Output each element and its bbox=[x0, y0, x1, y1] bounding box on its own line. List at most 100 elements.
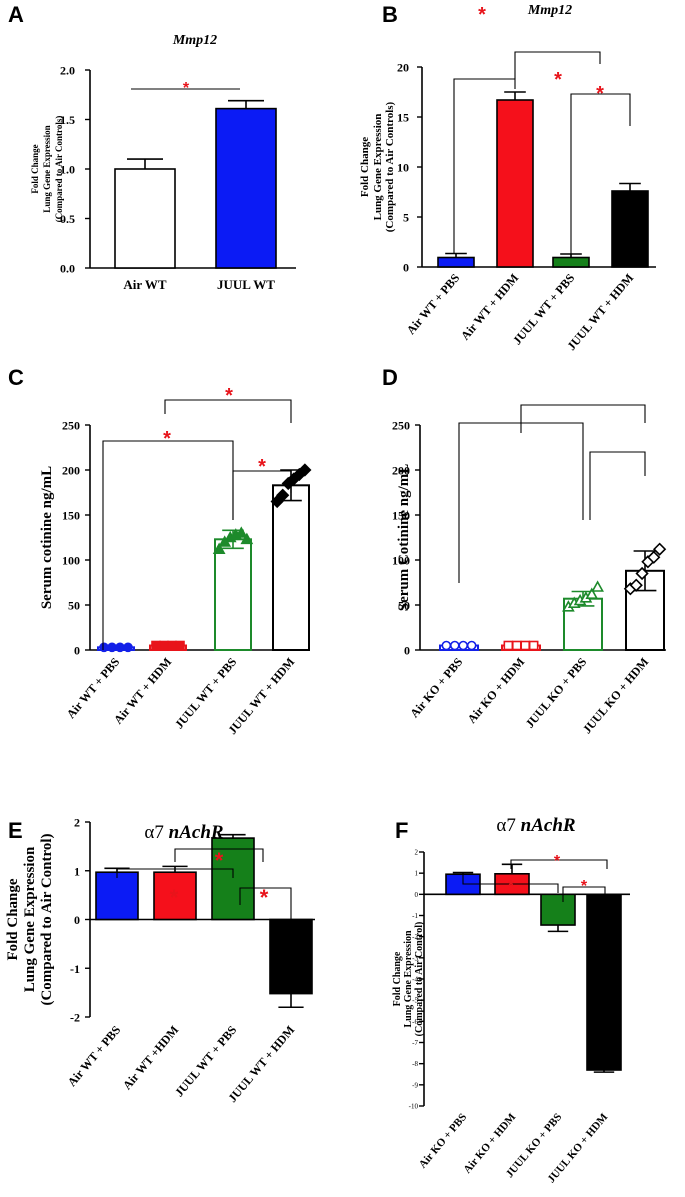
chart-title: Mmp12 bbox=[172, 33, 217, 48]
category-label: JUUL WT + PBS bbox=[510, 271, 578, 348]
significance-star: * bbox=[508, 878, 515, 895]
bar bbox=[496, 99, 534, 268]
significance-bracket bbox=[102, 440, 234, 650]
y-tick-label: -7 bbox=[412, 1039, 418, 1047]
y-tick-label: 0 bbox=[74, 644, 80, 658]
significance-bracket bbox=[514, 51, 601, 79]
category-label: JUUL WT + PBS bbox=[172, 1023, 240, 1100]
y-tick-label: 5 bbox=[403, 211, 409, 225]
data-point bbox=[167, 640, 177, 651]
y-tick-label: 100 bbox=[62, 554, 80, 568]
y-tick-label: 100 bbox=[392, 554, 410, 568]
y-tick-label: -2 bbox=[70, 1011, 80, 1025]
y-axis-label: Fold Change bbox=[359, 137, 371, 197]
significance-bracket bbox=[458, 422, 584, 583]
y-tick-label: 2 bbox=[415, 849, 419, 857]
significance-bracket bbox=[520, 404, 646, 433]
data-point bbox=[212, 542, 226, 555]
y-tick-label: -6 bbox=[412, 1018, 418, 1026]
y-tick-label: -5 bbox=[412, 997, 418, 1005]
panel-letter: B bbox=[382, 2, 398, 27]
y-tick-label: -2 bbox=[412, 933, 418, 941]
y-axis-label: (Compared to Air Controls) bbox=[384, 101, 396, 232]
y-tick-label: 10 bbox=[397, 161, 409, 175]
significance-bracket bbox=[164, 399, 292, 423]
y-tick-label: 150 bbox=[62, 509, 80, 523]
y-tick-label: 1.0 bbox=[60, 163, 75, 177]
y-tick-label: 2.0 bbox=[60, 64, 75, 78]
significance-star: * bbox=[554, 69, 562, 91]
category-label: JUUL KO + PBS bbox=[523, 655, 590, 731]
significance-bracket bbox=[174, 848, 264, 862]
panel-letter: D bbox=[382, 365, 398, 390]
chart-title: α7 nAchR bbox=[144, 822, 223, 843]
y-tick-label: -4 bbox=[412, 976, 418, 984]
data-point bbox=[123, 642, 133, 653]
significance-bracket bbox=[232, 470, 292, 520]
y-tick-label: 0 bbox=[415, 891, 419, 899]
significance-star: * bbox=[170, 885, 179, 910]
data-point bbox=[466, 640, 477, 651]
y-tick-label: 200 bbox=[392, 464, 410, 478]
y-tick-label: 0 bbox=[404, 644, 410, 658]
y-tick-label: 200 bbox=[62, 464, 80, 478]
y-tick-label: 0 bbox=[74, 913, 80, 927]
bar bbox=[586, 893, 622, 1071]
significance-star: * bbox=[183, 80, 190, 97]
data-point bbox=[298, 463, 312, 477]
y-axis-label: (Compared to Air Control) bbox=[39, 833, 55, 1005]
data-point bbox=[175, 640, 185, 651]
y-axis-label: Lung Gene Expression bbox=[403, 930, 414, 1027]
data-point bbox=[503, 640, 514, 651]
y-tick-label: 0.0 bbox=[60, 262, 75, 276]
category-label: Air WT + PBS bbox=[64, 655, 123, 721]
data-point bbox=[240, 532, 254, 545]
chart-d: D 0 50 100 150 200 250 Serum Cotinine ng/mL Air … bbox=[382, 365, 667, 736]
y-tick-label: 15 bbox=[397, 111, 409, 125]
category-label: Air WT + HDM bbox=[458, 271, 521, 343]
data-point bbox=[647, 550, 661, 564]
panel-letter: E bbox=[8, 818, 23, 843]
y-tick-label: -9 bbox=[412, 1081, 418, 1089]
y-axis-label: Lung Gene Expression bbox=[372, 114, 384, 221]
category-label: JUUL WT + HDM bbox=[564, 271, 636, 353]
data-point bbox=[115, 642, 125, 653]
bar bbox=[215, 107, 277, 269]
y-tick-label: 150 bbox=[392, 509, 410, 523]
bar bbox=[552, 256, 590, 268]
y-axis-label: Lung Gene Expression bbox=[22, 846, 38, 992]
y-tick-label: 250 bbox=[62, 419, 80, 433]
y-tick-label: 50 bbox=[68, 599, 80, 613]
chart-title: Mmp12 bbox=[527, 3, 572, 18]
y-tick-label: -3 bbox=[412, 954, 418, 962]
data-point bbox=[652, 542, 667, 556]
y-tick-label: 20 bbox=[397, 61, 409, 75]
y-tick-label: 1 bbox=[74, 864, 80, 878]
data-point bbox=[107, 642, 117, 653]
significance-star: * bbox=[554, 853, 561, 870]
significance-star: * bbox=[225, 385, 233, 407]
significance-bracket bbox=[116, 868, 234, 878]
y-axis-label: Fold Change bbox=[392, 951, 403, 1006]
bar bbox=[611, 190, 649, 268]
data-point bbox=[591, 580, 604, 592]
category-label: Air KO + HDM bbox=[465, 655, 528, 726]
data-point bbox=[276, 488, 290, 502]
data-point bbox=[99, 642, 109, 653]
bar bbox=[437, 256, 475, 268]
bar bbox=[95, 871, 139, 921]
panel-letter: F bbox=[395, 818, 408, 843]
panel-letter: C bbox=[8, 365, 24, 390]
significance-star: * bbox=[258, 456, 266, 478]
data-point bbox=[528, 640, 539, 651]
y-tick-label: 50 bbox=[398, 599, 410, 613]
significance-star: * bbox=[260, 885, 269, 910]
category-label: Air KO + PBS bbox=[417, 1111, 470, 1170]
significance-star: * bbox=[596, 83, 604, 105]
chart-a: A Mmp12 0.0 0.5 1.0 1.5 2.0 Fold Change Lung Gen… bbox=[8, 2, 296, 292]
y-tick-label: 2 bbox=[74, 816, 80, 830]
y-tick-label: 0.5 bbox=[60, 212, 75, 226]
y-tick-label: 0 bbox=[403, 261, 409, 275]
y-axis-label: Serum cotinine ng/mL bbox=[39, 466, 55, 609]
